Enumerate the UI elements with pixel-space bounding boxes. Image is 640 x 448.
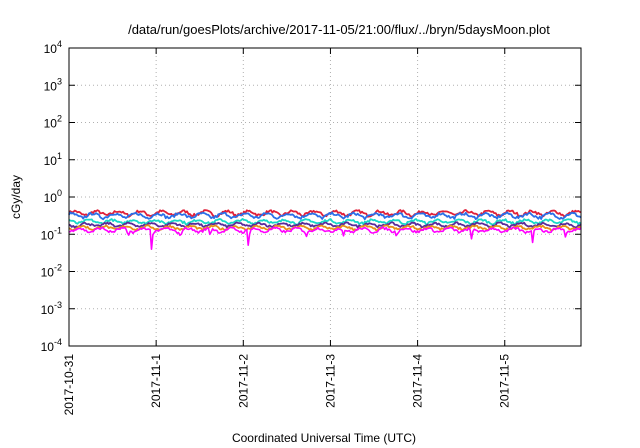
y-tick-label: 10-4 (41, 337, 62, 354)
x-tick-label: 2017-11-4 (411, 354, 425, 408)
series-line (68, 211, 582, 221)
y-tick-label: 103 (44, 76, 62, 93)
y-tick-label: 10-3 (41, 300, 62, 317)
grid (69, 48, 581, 346)
y-tick-label: 10-2 (41, 263, 62, 280)
y-tick-label: 10-1 (41, 225, 62, 242)
y-tick-label: 100 (44, 188, 62, 205)
y-tick-label: 101 (44, 151, 62, 168)
series-line (68, 224, 582, 232)
series-line (68, 226, 582, 250)
x-tick-label: 2017-10-31 (62, 354, 76, 416)
x-tick-label: 2017-11-2 (236, 354, 250, 408)
axes: 10-4 10-3 10-2 10-1 100 101 102 103 104 2017-10-3… (41, 39, 581, 415)
x-tick-label: 2017-11-3 (323, 354, 337, 408)
y-tick-label: 102 (44, 114, 62, 131)
x-axis-label: Coordinated Universal Time (UTC) (232, 431, 416, 445)
y-axis-label: cGy/day (9, 175, 23, 219)
x-tick-label: 2017-11-1 (149, 354, 163, 408)
series-group (68, 209, 582, 250)
series-line (68, 217, 582, 226)
y-tick-label: 104 (44, 39, 62, 56)
chart-title: /data/run/goesPlots/archive/2017-11-05/2… (128, 22, 550, 37)
x-tick-label: 2017-11-5 (498, 354, 512, 408)
